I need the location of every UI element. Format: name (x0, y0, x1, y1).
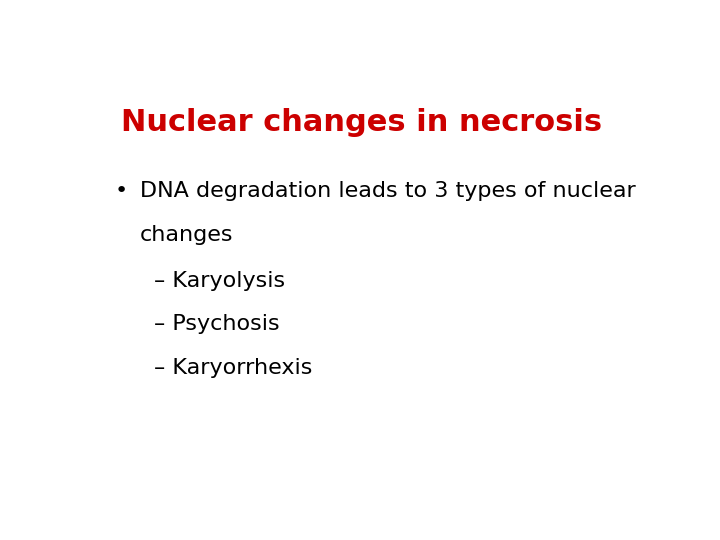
Text: changes: changes (140, 225, 234, 245)
Text: DNA degradation leads to 3 types of nuclear: DNA degradation leads to 3 types of nucl… (140, 181, 636, 201)
Text: – Karyolysis: – Karyolysis (154, 271, 285, 291)
Text: •: • (115, 181, 128, 201)
Text: – Psychosis: – Psychosis (154, 314, 280, 334)
Text: – Karyorrhexis: – Karyorrhexis (154, 358, 312, 378)
Text: Nuclear changes in necrosis: Nuclear changes in necrosis (121, 109, 602, 138)
